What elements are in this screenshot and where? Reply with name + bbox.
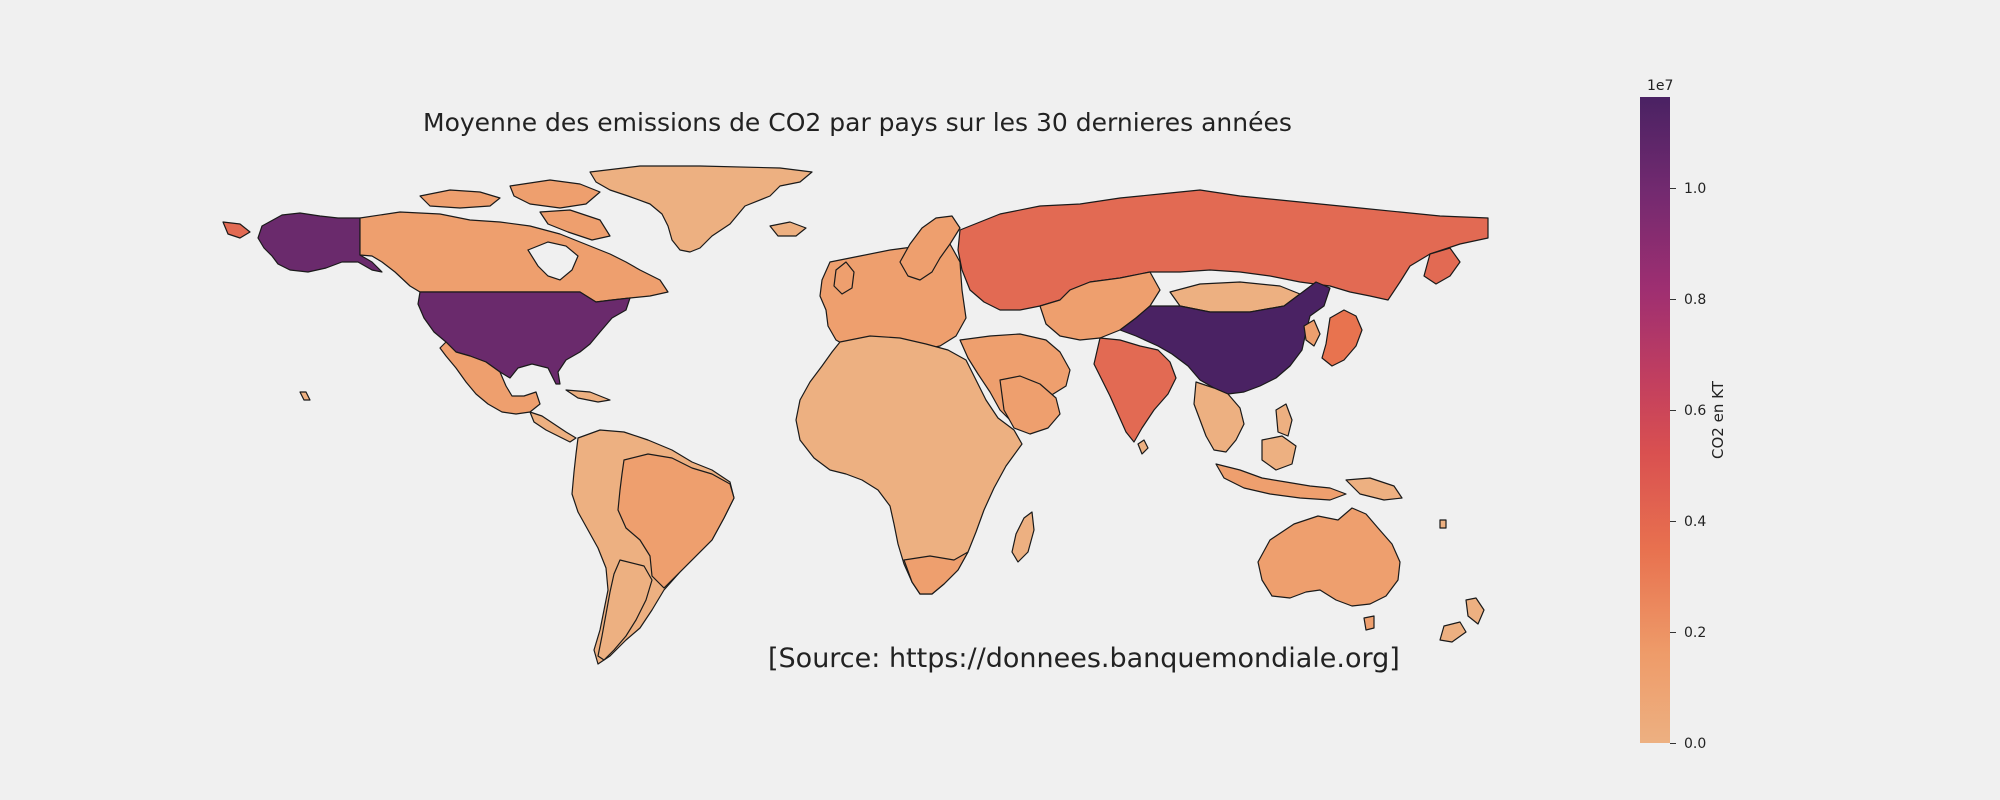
region-canada-islands-3 [539, 209, 611, 241]
region-madagascar [1011, 511, 1035, 563]
region-new-zealand [1465, 597, 1485, 625]
colorbar-tick [1670, 521, 1676, 522]
colorbar-tick [1670, 299, 1676, 300]
region-iceland [769, 221, 807, 237]
region-scandinavia [899, 215, 961, 281]
region-korea [1303, 319, 1321, 347]
colorbar-tick-label: 0.2 [1684, 625, 1707, 641]
colorbar-tick-label: 0.6 [1684, 403, 1707, 419]
region-indonesia [1215, 463, 1347, 501]
region-argentina [597, 559, 653, 661]
region-hudson-bay [527, 241, 579, 281]
region-southeast-asia [1193, 381, 1245, 453]
region-china [1119, 281, 1331, 395]
region-canada-islands [419, 189, 501, 209]
colorbar-title: CO2 en KT [1709, 381, 1727, 459]
region-central-america [529, 411, 577, 443]
region-papua [1345, 477, 1403, 501]
colorbar-tick [1670, 743, 1676, 744]
region-australia [1257, 507, 1401, 607]
region-india [1093, 337, 1177, 443]
region-uk [833, 261, 855, 295]
colorbar [1640, 97, 1670, 743]
colorbar-exponent: 1e7 [1647, 78, 1674, 94]
region-russia [957, 189, 1489, 311]
region-tasmania [1363, 615, 1375, 631]
region-russia-east-tip [222, 221, 251, 239]
region-canada [359, 211, 669, 303]
region-philippines [1275, 403, 1293, 437]
colorbar-tick [1670, 188, 1676, 189]
region-brazil [617, 453, 735, 589]
colorbar-tick-label: 0.4 [1684, 514, 1707, 530]
colorbar-tick-label: 1.0 [1684, 181, 1707, 197]
region-cuba [565, 389, 611, 403]
source-caption: [Source: https://donnees.banquemondiale.… [768, 643, 1400, 674]
colorbar-tick [1670, 632, 1676, 633]
region-usa [417, 291, 631, 385]
region-alaska [257, 212, 383, 273]
region-japan [1321, 309, 1363, 367]
region-canada-islands-2 [509, 179, 601, 209]
colorbar-tick-label: 0.8 [1684, 292, 1707, 308]
colorbar-tick [1670, 410, 1676, 411]
region-greenland [589, 165, 813, 253]
region-new-zealand-south [1439, 621, 1467, 643]
region-sri-lanka [1137, 439, 1149, 455]
region-arabia [999, 375, 1061, 435]
region-south-africa [903, 551, 969, 595]
region-borneo [1261, 435, 1297, 471]
region-hawaii [299, 391, 311, 401]
colorbar-tick-label: 0.0 [1684, 736, 1707, 752]
region-pacific-island [1439, 519, 1447, 529]
map-title: Moyenne des emissions de CO2 par pays su… [423, 108, 1292, 137]
region-europe [819, 243, 967, 351]
region-mexico [439, 341, 541, 415]
region-kamchatka [1423, 247, 1461, 285]
